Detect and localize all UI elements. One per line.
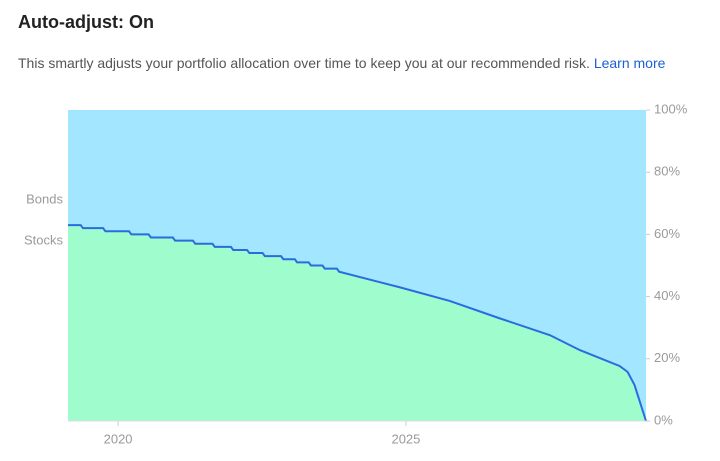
y-tick-label: 80% <box>654 164 680 179</box>
learn-more-link[interactable]: Learn more <box>593 55 666 71</box>
stocks-line <box>68 224 647 422</box>
title: Auto-adjust: On <box>18 12 154 32</box>
legend-label: Bonds <box>26 191 63 206</box>
legend-label: Stocks <box>24 232 64 247</box>
y-tick-label: 20% <box>654 350 680 365</box>
description-row: This smartly adjusts your portfolio allo… <box>18 55 665 71</box>
stocks-area <box>68 225 646 421</box>
x-tick-label: 2025 <box>391 431 420 446</box>
y-tick-label: 60% <box>654 226 680 241</box>
y-tick-label: 0% <box>654 412 673 427</box>
description: This smartly adjusts your portfolio allo… <box>18 55 590 71</box>
x-tick-label: 2020 <box>104 431 133 446</box>
y-tick-label: 100% <box>654 101 688 116</box>
y-tick-label: 40% <box>654 288 680 303</box>
